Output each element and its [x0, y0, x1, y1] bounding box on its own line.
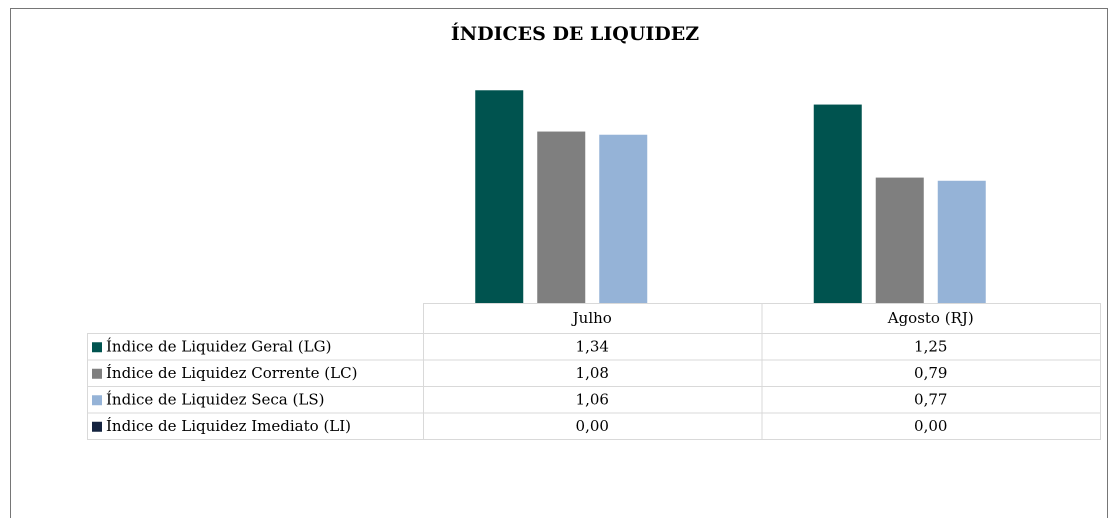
chart-title: ÍNDICES DE LIQUIDEZ — [451, 22, 699, 45]
data-label: 0,77 — [914, 390, 947, 408]
x-tick-label: Agosto (RJ) — [887, 309, 974, 327]
legend-key — [92, 342, 102, 353]
legend-label: Índice de Liquidez Corrente (LC) — [106, 364, 357, 382]
legend-label: Índice de Liquidez Imediato (LI) — [106, 417, 351, 435]
bar — [599, 134, 648, 303]
bar — [937, 180, 986, 303]
data-label: 1,08 — [576, 364, 609, 382]
legend-label: Índice de Liquidez Seca (LS) — [106, 390, 324, 408]
bar — [813, 104, 862, 303]
data-label: 1,34 — [576, 337, 609, 355]
data-label: 0,00 — [576, 417, 609, 435]
data-label: 1,25 — [914, 337, 947, 355]
data-label: 1,06 — [576, 390, 609, 408]
x-tick-label: Julho — [571, 309, 612, 327]
legend-label: Índice de Liquidez Geral (LG) — [106, 337, 331, 355]
bar — [475, 90, 524, 304]
legend-key — [92, 368, 102, 379]
table-cell — [761, 412, 1101, 440]
bar — [537, 131, 586, 303]
data-label: 0,00 — [914, 417, 947, 435]
legend-key — [92, 395, 102, 406]
bar — [875, 177, 924, 303]
data-label: 0,79 — [914, 364, 947, 382]
legend-key — [92, 421, 102, 432]
